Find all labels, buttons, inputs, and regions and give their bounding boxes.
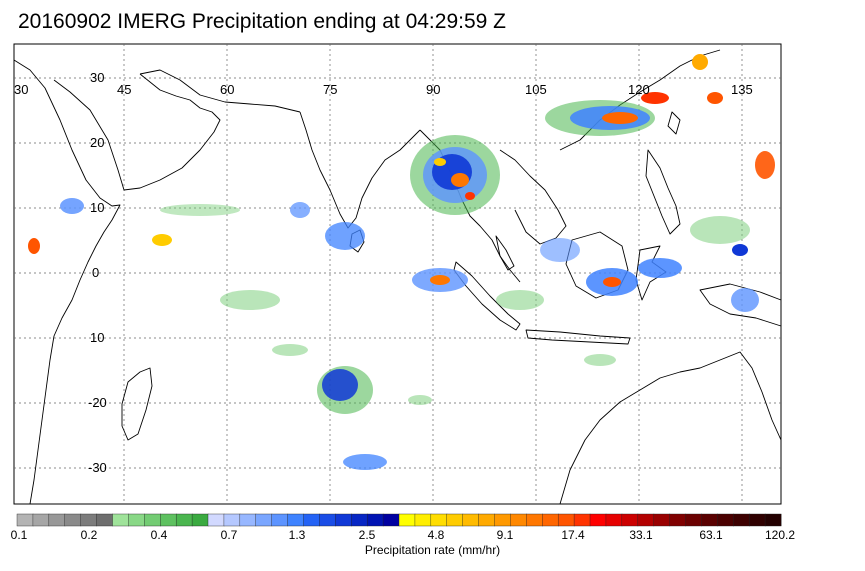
colorbar-swatch [589, 513, 607, 527]
colorbar-label: 63.1 [699, 528, 723, 542]
colorbar-swatch [112, 513, 129, 527]
lat-label: -20 [88, 395, 107, 410]
colorbar-swatch [542, 513, 559, 527]
colorbar-swatch [175, 513, 193, 527]
colorbar-swatch [351, 513, 368, 527]
colorbar [16, 513, 782, 527]
coastlines [13, 49, 782, 505]
colorbar-swatch [637, 513, 655, 527]
lon-label: 90 [426, 82, 440, 97]
colorbar-swatch [271, 513, 289, 527]
colorbar-swatch [398, 513, 416, 527]
colorbar-label: 9.1 [496, 528, 514, 542]
coast-taiwan [667, 111, 681, 135]
colorbar-swatch [32, 513, 50, 527]
coast-malay [495, 235, 515, 271]
colorbar-swatch [462, 513, 480, 527]
lon-label: 75 [323, 82, 337, 97]
colorbar-swatch [653, 513, 671, 527]
colorbar-swatch [526, 513, 543, 527]
colorbar-swatch [605, 513, 623, 527]
latitude-labels: 30 20 10 0 10 -20 -30 [88, 70, 107, 475]
coast-madagascar [121, 367, 153, 441]
colorbar-swatch [748, 513, 766, 527]
colorbar-label: 17.4 [561, 528, 585, 542]
colorbar-label: 33.1 [629, 528, 653, 542]
colorbar-swatch [96, 513, 114, 527]
colorbar-label: 0.1 [10, 528, 28, 542]
lon-label: 30 [14, 82, 28, 97]
colorbar-swatch [287, 513, 304, 527]
colorbar-swatch [319, 513, 336, 527]
lon-label: 105 [525, 82, 547, 97]
colorbar-swatch [494, 513, 511, 527]
lat-label: -30 [88, 460, 107, 475]
colorbar-swatch [573, 513, 591, 527]
colorbar-swatch [764, 513, 782, 527]
colorbar-swatch [701, 513, 718, 527]
coast-indochina [499, 149, 567, 245]
lon-label: 135 [731, 82, 753, 97]
colorbar-label: 120.2 [764, 528, 796, 542]
lon-label: 120 [628, 82, 650, 97]
lon-label: 60 [220, 82, 234, 97]
map-title: 20160902 IMERG Precipitation ending at 0… [18, 10, 506, 33]
colorbar-swatch [366, 513, 384, 527]
longitude-labels: 30 45 60 75 90 105 120 135 [14, 82, 753, 97]
colorbar-label: 0.2 [80, 528, 98, 542]
coast-java [525, 329, 631, 345]
coast-australia [559, 351, 782, 505]
precipitation-field [28, 54, 775, 470]
coast-philippines [645, 149, 681, 235]
colorbar-swatch [717, 513, 734, 527]
colorbar-swatch [223, 513, 241, 527]
colorbar-swatch [16, 513, 34, 527]
lon-label: 45 [117, 82, 131, 97]
colorbar-swatch [160, 513, 177, 527]
colorbar-swatch [510, 513, 527, 527]
colorbar-swatch [144, 513, 161, 527]
colorbar-caption: Precipitation rate (mm/hr) [364, 543, 501, 557]
colorbar-label: 0.7 [220, 528, 238, 542]
colorbar-swatch [557, 513, 575, 527]
colorbar-swatch [239, 513, 257, 527]
lat-label: 20 [90, 135, 104, 150]
colorbar-swatch [48, 513, 66, 527]
coast-persia [139, 69, 301, 113]
colorbar-swatch [430, 513, 448, 527]
lat-label: 10 [90, 200, 104, 215]
colorbar-swatch [414, 513, 432, 527]
coast-newguinea [699, 283, 782, 327]
colorbar-swatch [255, 513, 273, 527]
colorbar-swatch [621, 513, 639, 527]
colorbar-swatch [446, 513, 464, 527]
colorbar-swatch [64, 513, 82, 527]
colorbar-swatch [382, 513, 400, 527]
colorbar-swatch [335, 513, 352, 527]
colorbar-swatch [303, 513, 320, 527]
lat-label: 30 [90, 70, 104, 85]
coast-africa-east [13, 59, 121, 505]
colorbar-swatch [128, 513, 145, 527]
colorbar-swatch [669, 513, 687, 527]
lat-label: 0 [92, 265, 99, 280]
colorbar-swatch [191, 513, 209, 527]
colorbar-swatch [207, 513, 225, 527]
colorbar-swatch [478, 513, 495, 527]
colorbar-swatch [733, 513, 750, 527]
colorbar-label: 4.8 [427, 528, 445, 542]
colorbar-swatch [685, 513, 702, 527]
colorbar-swatch [80, 513, 98, 527]
lat-label: 10 [90, 330, 104, 345]
colorbar-label: 2.5 [358, 528, 376, 542]
coast-arabia [53, 73, 221, 191]
colorbar-label: 1.3 [288, 528, 306, 542]
colorbar-label: 0.4 [150, 528, 168, 542]
